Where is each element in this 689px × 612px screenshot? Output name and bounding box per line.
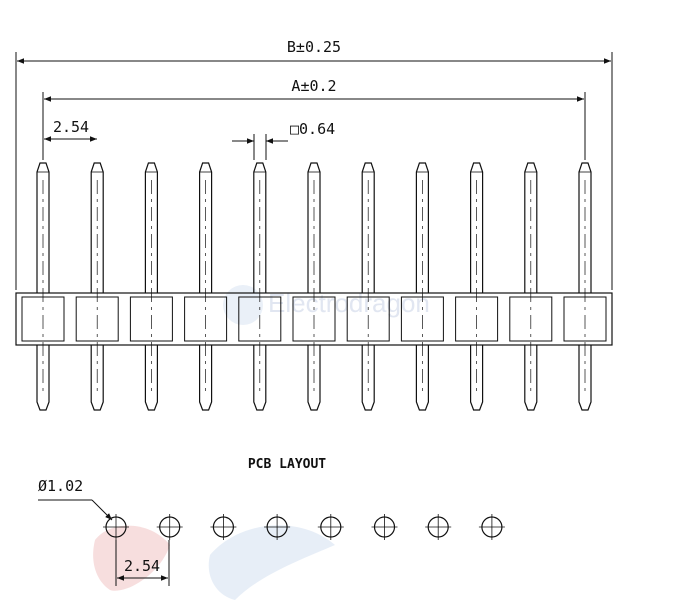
- logo-red-shape: [93, 525, 170, 591]
- pin-upper: [415, 162, 429, 293]
- pcb-hole: [264, 514, 291, 540]
- pin-lower: [36, 345, 50, 411]
- pin-upper: [470, 162, 484, 293]
- pin-lower: [415, 345, 429, 411]
- pin-upper: [307, 162, 321, 293]
- pin-upper: [253, 162, 267, 293]
- dimension-label-b: B±0.25: [287, 38, 341, 56]
- pcb-layout: Ø1.02 2.54: [38, 477, 505, 586]
- pin-lower: [90, 345, 104, 411]
- dimension-pin-pitch: 2.54: [44, 118, 97, 142]
- pin-lower: [578, 345, 592, 411]
- pin-lower: [144, 345, 158, 411]
- pin-upper: [90, 162, 104, 293]
- dimension-overall: B±0.25: [15, 38, 613, 290]
- pcb-hole: [210, 514, 237, 540]
- watermark-logo-icon: [223, 285, 263, 325]
- pin-upper: [36, 162, 50, 293]
- pcb-layout-title: PCB LAYOUT: [248, 457, 326, 472]
- pin-upper: [361, 162, 375, 293]
- pcb-hole: [478, 514, 505, 540]
- pin-lower: [307, 345, 321, 411]
- dimension-label-pitch: 2.54: [53, 118, 89, 136]
- hole-pitch-label: 2.54: [124, 557, 160, 575]
- pcb-hole: [371, 514, 398, 540]
- hole-diameter-label: Ø1.02: [38, 477, 83, 495]
- pin-upper: [578, 162, 592, 293]
- dimension-pin-square: □0.64: [232, 120, 335, 160]
- pin-upper: [144, 162, 158, 293]
- dimension-pin-span: A±0.2: [42, 77, 586, 160]
- hole-leader-diagonal: [91, 499, 113, 521]
- pin-lower: [524, 345, 538, 411]
- watermark: Electrodragon: [93, 285, 430, 600]
- pin-lower: [470, 345, 484, 411]
- logo-blue-shape: [208, 525, 335, 600]
- pin-lower: [253, 345, 267, 411]
- pcb-hole: [425, 514, 452, 540]
- dimension-label-a: A±0.2: [291, 77, 336, 95]
- pin-header-side-view: [15, 162, 613, 411]
- pcb-hole: [317, 514, 344, 540]
- dimension-label-square: □0.64: [290, 120, 335, 138]
- pin-upper: [199, 162, 213, 293]
- pcb-hole: [103, 514, 129, 540]
- pin-upper: [524, 162, 538, 293]
- pin-lower: [199, 345, 213, 411]
- pcb-hole: [156, 514, 183, 540]
- pin-lower: [361, 345, 375, 411]
